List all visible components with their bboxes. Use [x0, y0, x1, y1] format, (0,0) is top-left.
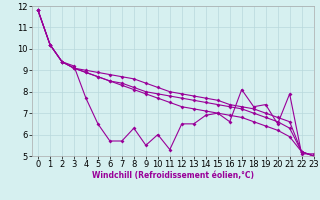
X-axis label: Windchill (Refroidissement éolien,°C): Windchill (Refroidissement éolien,°C): [92, 171, 254, 180]
